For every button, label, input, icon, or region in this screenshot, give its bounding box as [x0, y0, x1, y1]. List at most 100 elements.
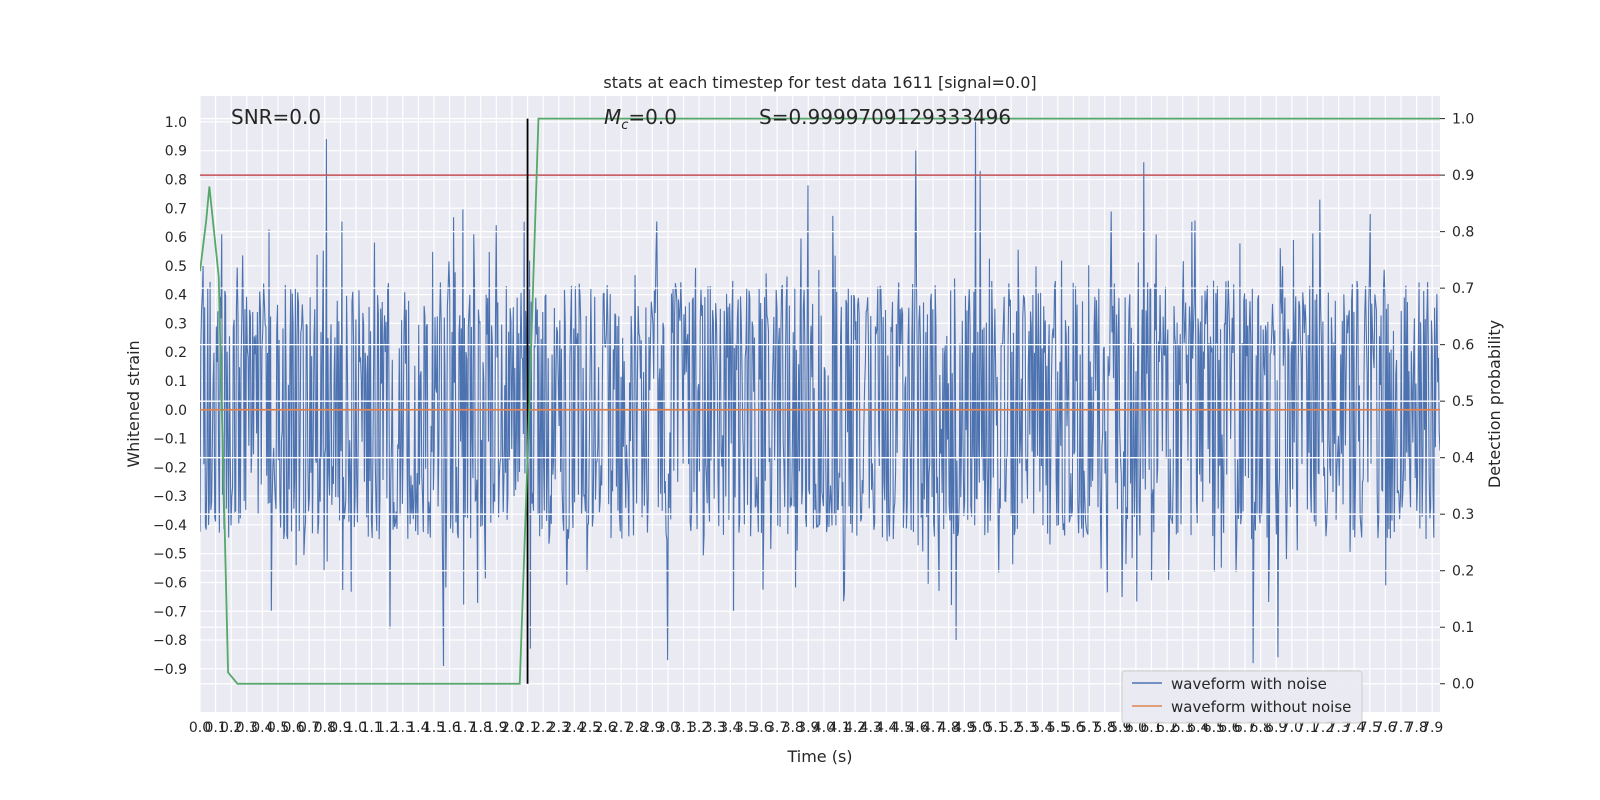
x-tick-label: 2.8: [626, 720, 648, 736]
x-tick-label: 6.3: [1172, 720, 1194, 736]
y-axis-left: −0.9 −0.8 −0.7 −0.6 −0.5 −0.4 −0.3 −0.2 −0.1 0.0 0…: [153, 115, 187, 678]
waveform-with-noise-line: [200, 121, 1440, 666]
x-tick-label: 1.9: [485, 720, 507, 736]
x-tick-label: 6.6: [1218, 720, 1240, 736]
snr-annotation: SNR=0.0: [231, 105, 321, 129]
x-tick-label: 0.3: [236, 720, 258, 736]
x-tick-label: 3.6: [750, 720, 772, 736]
x-tick-label: 5.9: [1109, 720, 1131, 736]
x-tick-label: 6.0: [1125, 720, 1147, 736]
x-tick-label: 7.4: [1343, 720, 1365, 736]
y2-tick-label: 0.6: [1452, 338, 1474, 354]
x-tick-label: 1.1: [360, 720, 382, 736]
x-tick-label: 2.1: [516, 720, 538, 736]
y-tick-label: −0.6: [153, 575, 187, 591]
y2-tick-label: 0.7: [1452, 281, 1474, 297]
x-tick-label: 7.7: [1390, 720, 1412, 736]
x-tick-label: 4.5: [891, 720, 913, 736]
y2-tick-label: 0.5: [1452, 394, 1474, 410]
x-tick-label: 3.0: [657, 720, 679, 736]
y-tick-label: 0.1: [165, 374, 187, 390]
x-axis-label: Time (s): [786, 747, 852, 766]
x-tick-label: 7.0: [1281, 720, 1303, 736]
x-tick-label: 1.5: [423, 720, 445, 736]
x-tick-label: 0.5: [267, 720, 289, 736]
series-waveform-with-noise: [200, 121, 1440, 666]
legend-label-noise: waveform with noise: [1171, 675, 1327, 693]
y2-tick-label: 0.1: [1452, 620, 1474, 636]
y-tick-label: −0.1: [153, 432, 187, 448]
x-tick-label: 3.2: [688, 720, 710, 736]
x-tick-label: 3.4: [719, 720, 741, 736]
y-tick-label: −0.7: [153, 604, 187, 620]
x-tick-label: 6.9: [1265, 720, 1287, 736]
x-tick-label: 2.5: [579, 720, 601, 736]
legend: waveform with noise waveform without noi…: [1121, 670, 1363, 724]
y2-axis-label: Detection probability: [1485, 320, 1504, 488]
x-tick-label: 5.4: [1031, 720, 1053, 736]
x-tick-label: 4.7: [922, 720, 944, 736]
y-tick-label: −0.2: [153, 460, 187, 476]
y-tick-label: 0.3: [165, 316, 187, 332]
chart-title: stats at each timestep for test data 161…: [603, 73, 1036, 92]
x-tick-label: 7.8: [1405, 720, 1427, 736]
y-tick-label: −0.8: [153, 633, 187, 649]
x-tick-label: 5.0: [969, 720, 991, 736]
x-tick-label: 0.0: [189, 720, 211, 736]
y-tick-label: −0.9: [153, 662, 187, 678]
y-tick-label: 1.0: [165, 115, 187, 131]
y-tick-label: 0.0: [165, 403, 187, 419]
x-tick-label: 4.3: [860, 720, 882, 736]
x-tick-label: 2.2: [532, 720, 554, 736]
mc-value: =0.0: [628, 105, 677, 129]
x-tick-label: 5.8: [1094, 720, 1116, 736]
x-tick-label: 2.6: [594, 720, 616, 736]
y2-tick-label: 0.3: [1452, 507, 1474, 523]
x-tick-label: 5.3: [1016, 720, 1038, 736]
x-tick-label: 6.7: [1234, 720, 1256, 736]
x-tick-label: 3.1: [672, 720, 694, 736]
s-annotation: S=0.9999709129333496: [759, 105, 1011, 129]
x-tick-label: 0.9: [329, 720, 351, 736]
x-tick-label: 3.8: [782, 720, 804, 736]
legend-label-clean: waveform without noise: [1171, 698, 1351, 716]
x-tick-label: 5.2: [1000, 720, 1022, 736]
y-tick-label: 0.8: [165, 172, 187, 188]
overlay-lines: [200, 117, 1440, 685]
x-tick-label: 0.7: [298, 720, 320, 736]
x-tick-label: 4.0: [813, 720, 835, 736]
x-tick-label: 6.1: [1140, 720, 1162, 736]
x-tick-label: 5.6: [1062, 720, 1084, 736]
x-tick-label: 4.8: [938, 720, 960, 736]
x-tick-label: 4.6: [906, 720, 928, 736]
x-tick-label: 1.4: [407, 720, 429, 736]
x-tick-label: 3.3: [704, 720, 726, 736]
y2-tick-label: 0.9: [1452, 168, 1474, 184]
x-tick-label: 7.1: [1296, 720, 1318, 736]
x-tick-label: 7.9: [1421, 720, 1443, 736]
x-tick-label: 7.6: [1374, 720, 1396, 736]
x-tick-label: 6.8: [1249, 720, 1271, 736]
x-tick-label: 0.2: [220, 720, 242, 736]
y2-tick-label: 0.2: [1452, 564, 1474, 580]
x-tick-label: 7.2: [1312, 720, 1334, 736]
x-tick-label: 4.1: [828, 720, 850, 736]
detection-probability-line: [200, 117, 1440, 685]
y-tick-label: 0.7: [165, 201, 187, 217]
x-tick-label: 3.9: [797, 720, 819, 736]
x-tick-label: 1.0: [345, 720, 367, 736]
legend-box: [1121, 670, 1363, 724]
y-tick-label: 0.4: [165, 288, 187, 304]
x-tick-label: 5.1: [984, 720, 1006, 736]
x-tick-label: 1.2: [376, 720, 398, 736]
x-tick-label: 6.5: [1203, 720, 1225, 736]
x-tick-label: 5.7: [1078, 720, 1100, 736]
x-tick-label: 5.5: [1047, 720, 1069, 736]
x-tick-label: 1.8: [470, 720, 492, 736]
y-axis-right: 0.0 0.1 0.2 0.3 0.4 0.5 0.6 0.7 0.8 0.9 1.0: [1440, 112, 1474, 693]
y2-tick-label: 0.8: [1452, 225, 1474, 241]
x-tick-label: 0.1: [204, 720, 226, 736]
x-tick-label: 2.7: [610, 720, 632, 736]
y-tick-label: 0.2: [165, 345, 187, 361]
